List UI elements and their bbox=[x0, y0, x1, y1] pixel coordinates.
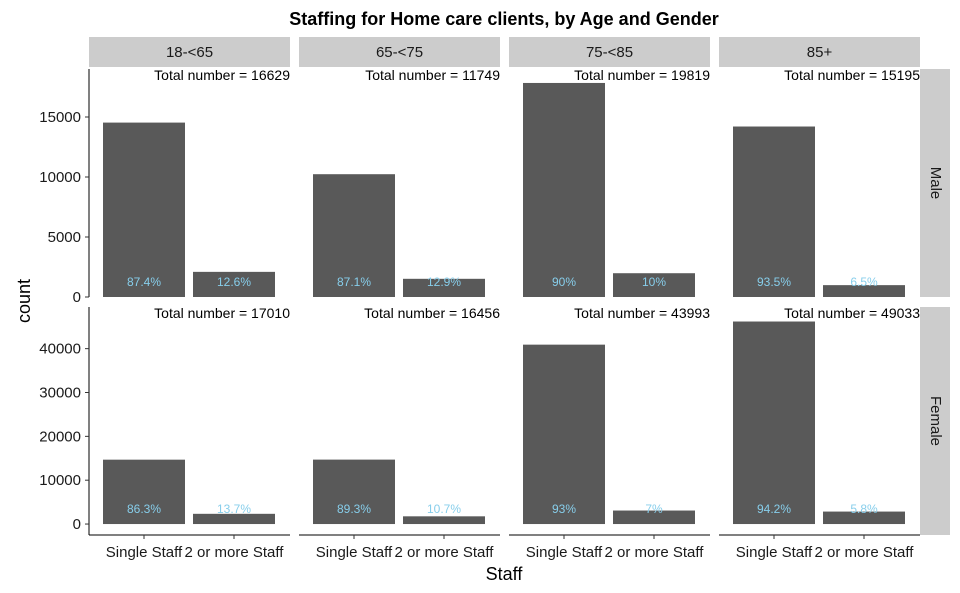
percent-label: 13.7% bbox=[217, 502, 251, 516]
percent-label: 86.3% bbox=[127, 502, 161, 516]
total-number-label: Total number = 19819 bbox=[574, 67, 710, 83]
bar-male-4-1 bbox=[733, 126, 815, 298]
x-tick-label: 2 or more Staff bbox=[185, 544, 285, 561]
y-tick-label: 40000 bbox=[39, 341, 81, 358]
bar-male-3-1 bbox=[523, 82, 605, 298]
facet-strip-label: 75-<85 bbox=[586, 44, 633, 61]
total-number-label: Total number = 43993 bbox=[574, 305, 710, 321]
percent-label: 7% bbox=[645, 502, 663, 516]
y-tick-label: 20000 bbox=[39, 428, 81, 445]
row-strip-label: Female bbox=[927, 396, 944, 446]
chart-panels: 87.4% 12.6% Total number = 16629 87.1% 12.9%… bbox=[103, 67, 920, 525]
y-tick-label: 0 bbox=[73, 289, 81, 306]
facet-strip-2 bbox=[299, 37, 500, 67]
percent-label: 89.3% bbox=[337, 502, 371, 516]
y-axis-title: count bbox=[14, 279, 34, 323]
facet-strip-3 bbox=[509, 37, 710, 67]
x-axes: Single Staff 2 or more Staff Single Staff 2… bbox=[89, 534, 920, 561]
bar-female-3-1 bbox=[523, 344, 605, 525]
bar-female-1-1 bbox=[103, 459, 185, 525]
x-tick-label: 2 or more Staff bbox=[605, 544, 705, 561]
facet-strips: 18-<65 65-<75 75-<85 85+ bbox=[89, 37, 920, 67]
total-number-label: Total number = 49033 bbox=[784, 305, 920, 321]
total-number-label: Total number = 11749 bbox=[365, 67, 500, 83]
total-number-label: Total number = 17010 bbox=[154, 305, 290, 321]
bar-male-4-2 bbox=[823, 285, 905, 297]
x-tick-label: Single Staff bbox=[526, 544, 603, 561]
chart-title: Staffing for Home care clients, by Age a… bbox=[289, 9, 718, 29]
x-tick-label: 2 or more Staff bbox=[395, 544, 495, 561]
facet-strip-4 bbox=[719, 37, 920, 67]
bar-female-4-2 bbox=[823, 511, 905, 525]
percent-label: 6.5% bbox=[850, 275, 878, 289]
facet-strip-label: 65-<75 bbox=[376, 44, 423, 61]
total-number-label: Total number = 16456 bbox=[364, 305, 500, 321]
bar-female-2-1 bbox=[313, 459, 395, 525]
row-strip-label: Male bbox=[927, 167, 944, 200]
y-tick-label: 15000 bbox=[39, 109, 81, 126]
bar-male-3-2 bbox=[613, 273, 695, 297]
total-number-label: Total number = 15195 bbox=[784, 67, 920, 83]
bar-male-2-1 bbox=[313, 174, 395, 297]
bar-female-2-2 bbox=[403, 516, 485, 525]
percent-label: 10.7% bbox=[427, 502, 461, 516]
x-tick-label: 2 or more Staff bbox=[815, 544, 915, 561]
bar-female-4-1 bbox=[733, 321, 815, 525]
percent-label: 12.9% bbox=[427, 275, 461, 289]
bar-male-2-2 bbox=[403, 278, 485, 297]
percent-label: 87.4% bbox=[127, 275, 161, 289]
bar-female-1-2 bbox=[193, 513, 275, 525]
y-tick-label: 0 bbox=[73, 516, 81, 533]
y-tick-label: 30000 bbox=[39, 385, 81, 402]
row-strips: Male Female bbox=[920, 69, 950, 535]
facet-strip-label: 85+ bbox=[807, 44, 833, 61]
x-tick-label: Single Staff bbox=[316, 544, 393, 561]
bar-male-1-2 bbox=[193, 271, 275, 297]
row-strip-male bbox=[920, 69, 950, 297]
percent-label: 10% bbox=[642, 275, 666, 289]
y-axes: 0 5000 10000 15000 0 10000 20000 30000 40000 bbox=[39, 69, 90, 535]
percent-label: 93% bbox=[552, 502, 576, 516]
bar-male-1-1 bbox=[103, 122, 185, 297]
percent-label: 90% bbox=[552, 275, 576, 289]
x-tick-label: Single Staff bbox=[736, 544, 813, 561]
facet-strip-1 bbox=[89, 37, 290, 67]
bar-female-3-2 bbox=[613, 510, 695, 525]
percent-label: 12.6% bbox=[217, 275, 251, 289]
percent-label: 87.1% bbox=[337, 275, 371, 289]
row-strip-female bbox=[920, 307, 950, 535]
percent-label: 5.8% bbox=[850, 502, 878, 516]
y-tick-label: 5000 bbox=[48, 229, 81, 246]
y-tick-label: 10000 bbox=[39, 169, 81, 186]
x-tick-label: Single Staff bbox=[106, 544, 183, 561]
total-number-label: Total number = 16629 bbox=[154, 67, 290, 83]
y-tick-label: 10000 bbox=[39, 472, 81, 489]
facet-strip-label: 18-<65 bbox=[166, 44, 213, 61]
percent-label: 93.5% bbox=[757, 275, 791, 289]
percent-label: 94.2% bbox=[757, 502, 791, 516]
x-axis-title: Staff bbox=[486, 564, 524, 584]
